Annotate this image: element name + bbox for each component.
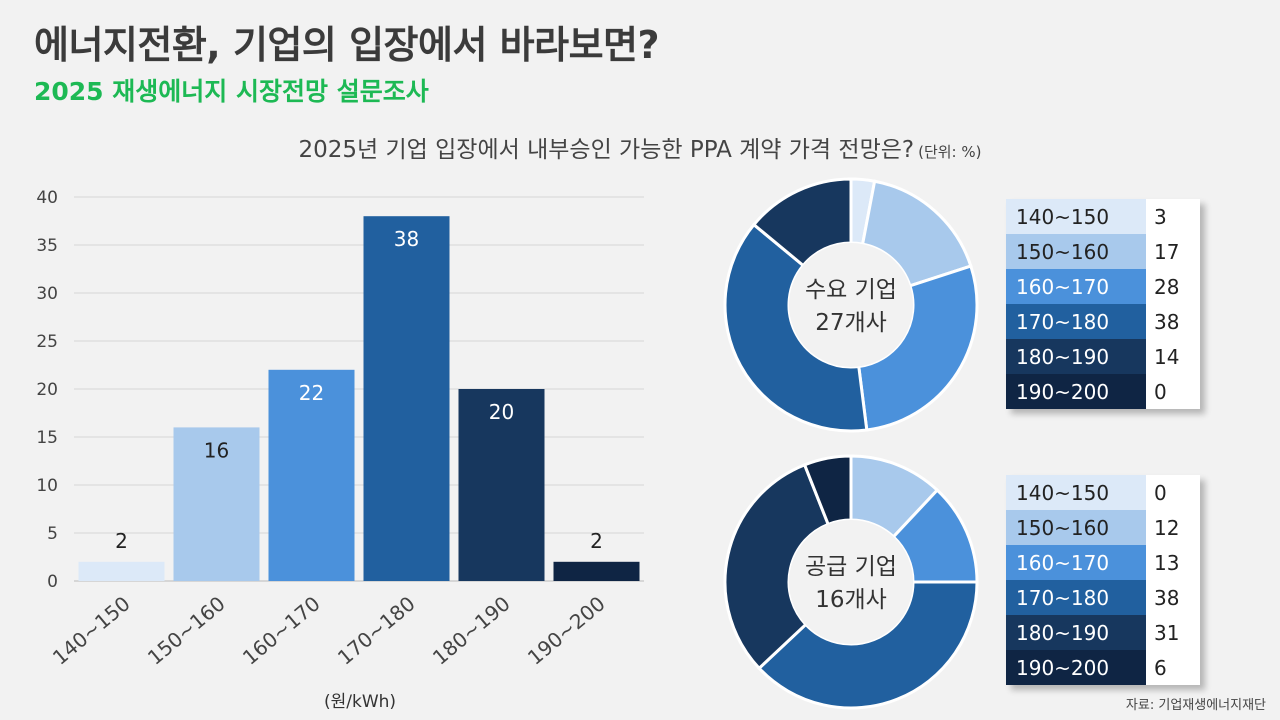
- legend-row: 150~160 12: [1006, 510, 1200, 545]
- legend-range-label: 180~190: [1006, 339, 1146, 374]
- legend-row: 170~180 38: [1006, 580, 1200, 615]
- bar: [553, 561, 640, 581]
- legend-row: 160~170 13: [1006, 545, 1200, 580]
- y-tick-label: 35: [36, 236, 58, 256]
- legend-value: 31: [1146, 615, 1200, 650]
- legend-range-label: 140~150: [1006, 199, 1146, 234]
- question-text: 2025년 기업 입장에서 내부승인 가능한 PPA 계약 가격 전망은?: [298, 137, 915, 163]
- legend-range-label: 140~150: [1006, 475, 1146, 510]
- legend-row: 170~180 38: [1006, 304, 1200, 339]
- legend-range-label: 170~180: [1006, 580, 1146, 615]
- legend-row: 160~170 28: [1006, 269, 1200, 304]
- legend-range-label: 150~160: [1006, 510, 1146, 545]
- y-tick-label: 25: [36, 332, 58, 352]
- data-label: 2: [115, 529, 128, 553]
- x-axis-label: (원/kWh): [324, 692, 396, 712]
- bar-chart: 05101520253035402140~15016150~16022160~1…: [36, 188, 644, 712]
- y-tick-label: 10: [36, 476, 58, 496]
- y-tick-label: 40: [36, 188, 58, 208]
- source-note: 자료: 기업재생에너지재단: [1125, 698, 1266, 713]
- data-label: 16: [204, 438, 229, 462]
- data-label: 20: [489, 400, 514, 424]
- chart-question: 2025년 기업 입장에서 내부승인 가능한 PPA 계약 가격 전망은? (단위…: [0, 130, 1280, 164]
- legend-row: 150~160 17: [1006, 234, 1200, 269]
- bar: [173, 427, 260, 581]
- donut-hole: [789, 520, 913, 644]
- legend-range-label: 190~200: [1006, 650, 1146, 685]
- legend-value: 38: [1146, 304, 1200, 339]
- donut-hole: [789, 243, 913, 367]
- donut-center-count: 27개사: [815, 310, 887, 336]
- legend-value: 28: [1146, 269, 1200, 304]
- legend-range-label: 150~160: [1006, 234, 1146, 269]
- legend-value: 17: [1146, 234, 1200, 269]
- bar: [268, 369, 355, 581]
- legend-range-label: 190~200: [1006, 374, 1146, 409]
- legend-row: 180~190 14: [1006, 339, 1200, 374]
- legend-row: 140~150 0: [1006, 475, 1200, 510]
- supply-legend-table: 140~150 0 150~160 12 160~170 13 170~180 38 180~1…: [1006, 475, 1200, 685]
- data-label: 38: [394, 227, 419, 251]
- bar: [78, 561, 165, 581]
- y-tick-label: 30: [36, 284, 58, 304]
- legend-row: 190~200 0: [1006, 374, 1200, 409]
- legend-range-label: 170~180: [1006, 304, 1146, 339]
- legend-value: 6: [1146, 650, 1200, 685]
- page-subtitle: 2025 재생에너지 시장전망 설문조사: [34, 77, 429, 106]
- y-tick-label: 5: [47, 524, 58, 544]
- legend-value: 0: [1146, 374, 1200, 409]
- legend-value: 14: [1146, 339, 1200, 374]
- legend-row: 180~190 31: [1006, 615, 1200, 650]
- legend-value: 12: [1146, 510, 1200, 545]
- page-title: 에너지전환, 기업의 입장에서 바라보면?: [34, 23, 660, 67]
- legend-range-label: 160~170: [1006, 545, 1146, 580]
- legend-value: 13: [1146, 545, 1200, 580]
- legend-row: 140~150 3: [1006, 199, 1200, 234]
- unit-label: (단위: %): [918, 143, 982, 161]
- y-tick-label: 15: [36, 428, 58, 448]
- legend-value: 38: [1146, 580, 1200, 615]
- legend-value: 0: [1146, 475, 1200, 510]
- donut-center-count: 16개사: [815, 587, 887, 613]
- y-tick-label: 20: [36, 380, 58, 400]
- legend-range-label: 160~170: [1006, 269, 1146, 304]
- demand-legend-table: 140~150 3 150~160 17 160~170 28 170~180 38 180~1…: [1006, 199, 1200, 409]
- data-label: 22: [299, 381, 324, 405]
- data-label: 2: [590, 529, 603, 553]
- bar: [363, 216, 450, 581]
- donut-center-title: 공급 기업: [805, 554, 897, 580]
- bar: [458, 389, 545, 581]
- legend-range-label: 180~190: [1006, 615, 1146, 650]
- donut-center-title: 수요 기업: [805, 277, 897, 303]
- legend-value: 3: [1146, 199, 1200, 234]
- legend-row: 190~200 6: [1006, 650, 1200, 685]
- y-tick-label: 0: [47, 572, 58, 592]
